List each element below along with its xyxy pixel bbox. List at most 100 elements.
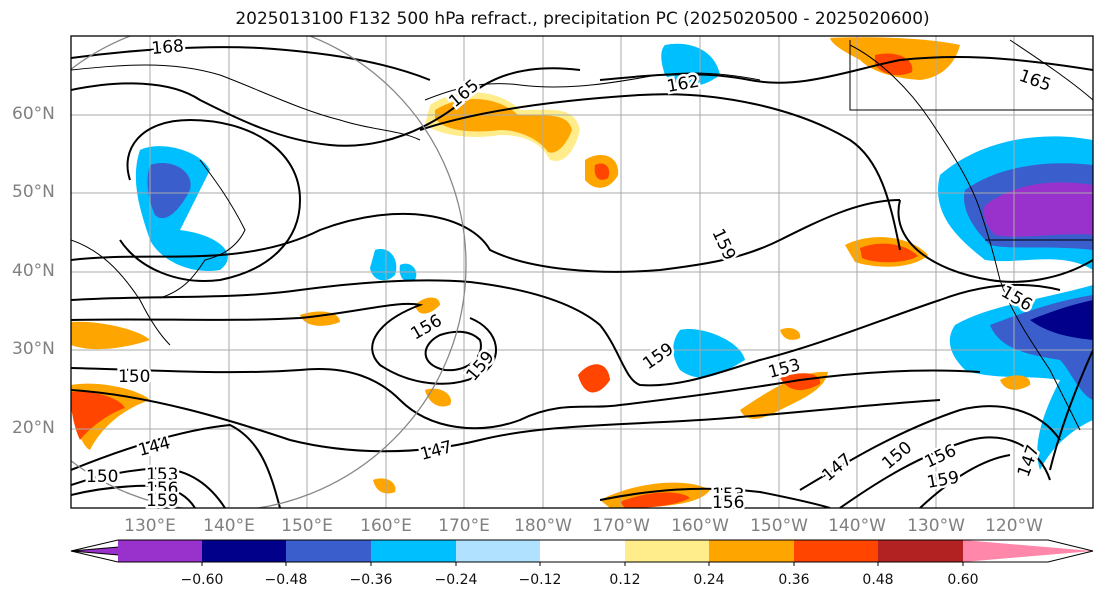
shade-pos-small-2 [415, 297, 440, 314]
shade-pos-small-6 [373, 478, 396, 494]
lat-label-50: 50°N [12, 182, 55, 202]
map-title: 2025013100 F132 500 hPa refract., precip… [235, 9, 930, 29]
shade-pos-west-edge-3 [71, 321, 150, 350]
colorbar-tick-label: 0.48 [862, 572, 894, 588]
contour-label: 150 [86, 467, 118, 487]
colorbar-box [878, 540, 963, 562]
contour-147-coast [1049, 349, 1093, 471]
shade-neg-pacific-1 [370, 249, 397, 281]
contour-168 [71, 46, 431, 81]
shade-neg-japan-2 [147, 162, 191, 219]
shade-pos-small-4 [1000, 375, 1031, 390]
contour-label: 150 [118, 367, 150, 387]
refractivity-contours [71, 46, 1093, 508]
contour-144 [71, 423, 281, 508]
colorbar-box [202, 540, 286, 562]
contour-label: 156 [712, 493, 744, 513]
contour-159 [71, 199, 901, 273]
shade-pos-subtropic-mid [578, 364, 610, 393]
colorbar-tick-label: −0.36 [349, 572, 393, 588]
contour-147e [799, 405, 1061, 491]
lon-label-130e: 130°E [124, 516, 176, 536]
radius-circle [71, 36, 467, 508]
shade-neg-pacific-2 [399, 263, 417, 282]
lon-label-160w: 160°W [671, 516, 729, 536]
colorbar-box [286, 540, 371, 562]
colorbar-extend-high [963, 540, 1093, 562]
lon-label-130w: 130°W [907, 516, 965, 536]
colorbar-tick-label: 0.36 [778, 572, 810, 588]
colorbar-tick-label: 0.60 [947, 572, 979, 588]
contour-label: 168 [151, 36, 185, 59]
contour-165b [599, 56, 1093, 84]
contour-156 [71, 279, 1061, 387]
colorbar-tick-label: −0.24 [434, 572, 478, 588]
coastlines [71, 39, 1093, 431]
lon-label-170w: 170°W [592, 516, 650, 536]
lon-label-150e: 150°E [281, 516, 333, 536]
colorbar-tick-label: 0.24 [693, 572, 725, 588]
lat-label-20: 20°N [12, 418, 55, 438]
contour-159-closed [424, 330, 482, 372]
contour-153s [599, 487, 831, 508]
contour-label: 153 [712, 485, 744, 505]
shade-pos-subtropic-east-2 [780, 373, 821, 391]
shade-pos-small-3 [425, 388, 451, 407]
contour-label: 156 [146, 479, 178, 499]
shade-neg-west-coast-3 [983, 182, 1093, 237]
contour-156e [919, 454, 1011, 508]
contour-label: 159 [146, 491, 178, 511]
contour-162 [419, 93, 901, 251]
colorbar-box [794, 540, 878, 562]
lon-label-140e: 140°E [203, 516, 255, 536]
contour-159e [897, 199, 1093, 283]
lon-label-170e: 170°E [438, 516, 490, 536]
lat-label-60: 60°N [12, 104, 55, 124]
colorbar-box [456, 540, 540, 562]
shade-pos-gulf-2 [594, 163, 610, 180]
contour-153 [71, 367, 981, 430]
shade-neg-hawaii-north [673, 329, 745, 378]
colorbar-tick-label: 0.12 [609, 572, 641, 588]
colorbar-tick-label: −0.48 [264, 572, 308, 588]
coast-alaska-west [424, 72, 761, 101]
shade-pos-ne-pacific-2 [860, 243, 918, 263]
contour-165 [71, 67, 581, 147]
shade-pos-south-2 [620, 492, 690, 508]
colorbar-box [540, 540, 625, 562]
contour-150 [71, 389, 941, 453]
coast-asia [71, 239, 171, 346]
shade-neg-california-3 [1030, 300, 1093, 340]
border-alaska [849, 40, 1093, 111]
coast-north-america [849, 44, 1081, 431]
coast-canada-north [1009, 39, 1093, 101]
lon-label-180w: 180°W [514, 516, 572, 536]
coast-siberia [71, 64, 421, 141]
colorbar-box [709, 540, 794, 562]
contour-150e [839, 436, 1051, 508]
shade-pos-small-5 [780, 327, 801, 340]
lon-label-140w: 140°W [828, 516, 886, 536]
shade-pos-west-edge-2 [71, 391, 125, 440]
contour-147w [71, 466, 226, 508]
contour-150w [71, 484, 196, 508]
contour-low [119, 118, 302, 282]
shade-pos-aleutian-2 [435, 99, 572, 153]
colorbar-tick-label: −0.60 [180, 572, 224, 588]
lon-label-120w: 120°W [985, 516, 1043, 536]
precipitation-shading [71, 37, 1093, 508]
colorbar [70, 539, 1094, 566]
colorbar-outline [70, 539, 1094, 563]
colorbar-tick-label: −0.12 [518, 572, 562, 588]
map-frame [70, 35, 1094, 509]
lat-label-30: 30°N [12, 339, 55, 359]
colorbar-box [118, 540, 202, 562]
lon-label-150w: 150°W [750, 516, 808, 536]
colorbar-box [625, 540, 709, 562]
colorbar-box [371, 540, 456, 562]
lat-label-40: 40°N [12, 261, 55, 281]
lon-label-160e: 160°E [360, 516, 412, 536]
contour-156-loop [71, 302, 497, 385]
contour-label: 153 [146, 465, 178, 485]
